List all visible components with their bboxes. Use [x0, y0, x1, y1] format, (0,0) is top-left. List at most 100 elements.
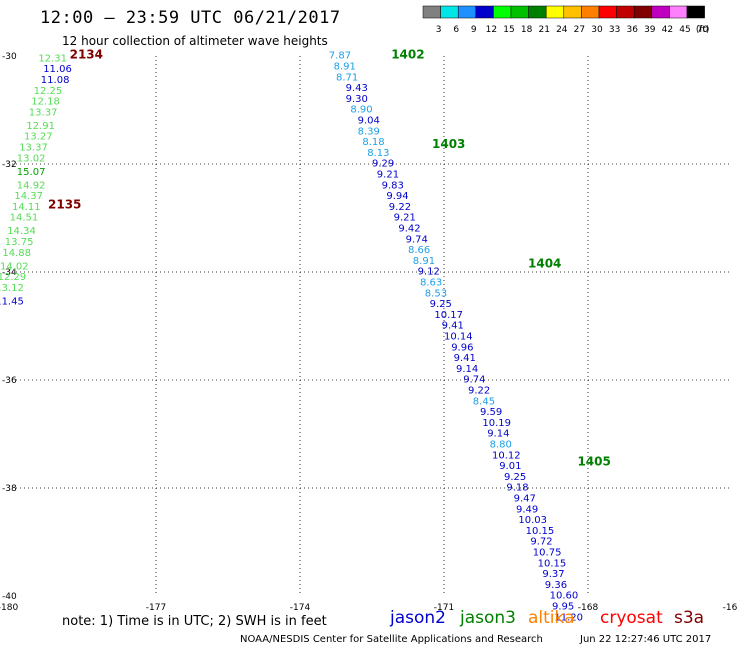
legend-label: 6: [453, 25, 459, 35]
color-legend: 3 6 9 12 15 18 21 24 27 30 33 36 39 42 45 70(ft): [422, 5, 710, 35]
legend-label: 36: [626, 25, 638, 35]
wave-height-value: 14.34: [7, 226, 36, 237]
wave-height-value: 9.22: [389, 202, 411, 213]
wave-height-value: 12.25: [34, 86, 63, 97]
legend-label: 45: [679, 25, 690, 35]
legend-label: 33: [609, 25, 620, 35]
wave-height-value: 9.47: [514, 494, 536, 505]
wave-height-value: 8.91: [413, 256, 435, 267]
wave-height-value: 13.75: [5, 237, 34, 248]
pass-label: 2134: [70, 48, 103, 62]
y-tick-label: -36: [2, 376, 17, 386]
wave-height-value: 9.41: [454, 353, 476, 364]
wave-height-value: 9.43: [346, 83, 368, 94]
wave-height-value: 9.12: [418, 267, 440, 278]
wave-height-value: 9.01: [499, 461, 521, 472]
legend-swatch: [581, 5, 600, 19]
wave-height-value: 12.91: [26, 121, 55, 132]
legend-label: 21: [538, 25, 549, 35]
wave-height-value: 15.07: [17, 167, 46, 178]
wave-height-value: 10.19: [482, 418, 511, 429]
legend-swatch: [440, 5, 459, 19]
wave-height-value: 11.08: [41, 75, 70, 86]
wave-height-value: 8.13: [367, 148, 389, 159]
wave-height-value: 11.06: [43, 64, 72, 75]
legend-label: 12: [486, 25, 497, 35]
wave-height-value: 11.45: [0, 296, 24, 307]
legend-label: 70: [697, 25, 709, 35]
legend-swatch: [616, 5, 635, 19]
legend-swatch: [669, 5, 688, 19]
wave-height-value: 10.14: [444, 332, 473, 343]
wave-height-value: 9.14: [487, 429, 509, 440]
legend-swatch: [651, 5, 670, 19]
wave-height-value: 8.80: [490, 440, 512, 451]
wave-height-value: 14.37: [14, 191, 43, 202]
legend-swatch: [598, 5, 617, 19]
legend-swatch: [545, 5, 565, 19]
legend-swatch: [457, 5, 477, 19]
wave-height-value: 8.45: [473, 396, 495, 407]
wave-height-value: 10.60: [550, 591, 579, 602]
wave-height-value: 13.37: [19, 143, 48, 154]
wave-height-value: 9.72: [530, 537, 552, 548]
x-tick-label: -168: [578, 603, 599, 613]
wave-height-value: 9.04: [358, 116, 380, 127]
wave-height-value: 14.92: [17, 180, 46, 191]
wave-height-value: 12.18: [31, 97, 60, 108]
legend-swatch: [475, 5, 494, 19]
sat-cryosat-label: cryosat: [600, 608, 663, 628]
wave-height-value: 8.71: [336, 72, 358, 83]
legend-swatch: [528, 5, 547, 19]
pass-label: 1402: [391, 48, 424, 62]
wave-height-value: 9.96: [451, 342, 473, 353]
x-tick-label: -177: [146, 603, 166, 613]
wave-height-value: 9.25: [430, 299, 452, 310]
wave-height-value: 8.66: [408, 245, 430, 256]
legend-unit: (ft): [696, 25, 710, 35]
y-tick-label: -32: [2, 160, 17, 170]
wave-height-value: 14.51: [10, 213, 39, 224]
wave-height-value: 9.74: [406, 234, 428, 245]
pass-label: 1405: [577, 454, 610, 468]
wave-height-value: 9.21: [394, 213, 416, 224]
legend-label: 30: [591, 25, 603, 35]
chart-title: 12:00 – 23:59 UTC 06/21/2017: [40, 8, 341, 28]
wave-height-value: 9.59: [480, 407, 502, 418]
wave-height-value: 7.87: [329, 51, 351, 62]
wave-height-value: 9.94: [386, 191, 408, 202]
sat-jason3-label: jason3: [460, 608, 516, 628]
legend-swatch: [422, 5, 441, 19]
wave-height-value: 8.90: [350, 105, 372, 116]
chart-subtitle: 12 hour collection of altimeter wave hei…: [62, 34, 328, 48]
legend-label: 39: [644, 25, 656, 35]
legend-swatch: [686, 5, 705, 19]
wave-height-value: 12.29: [0, 272, 26, 283]
wave-height-value: 14.88: [2, 248, 31, 259]
legend-label: 42: [662, 25, 673, 35]
wave-height-value: 10.03: [518, 515, 547, 526]
wave-height-value: 9.83: [382, 180, 404, 191]
sat-s3a-label: s3a: [674, 608, 705, 628]
legend-label: 18: [521, 25, 533, 35]
wave-height-value: 9.21: [377, 170, 399, 181]
wave-height-value: 9.18: [506, 483, 528, 494]
legend-label: 24: [556, 25, 568, 35]
wave-height-value: 14.02: [0, 261, 29, 272]
legend-swatch: [633, 5, 653, 19]
wave-height-value: 10.15: [526, 526, 555, 537]
wave-height-value: 9.14: [456, 364, 478, 375]
footer-credit: NOAA/NESDIS Center for Satellite Applica…: [240, 634, 543, 645]
wave-height-value: 10.17: [434, 310, 463, 321]
wave-height-value: 8.91: [334, 62, 356, 73]
legend-label: 15: [503, 25, 514, 35]
wave-height-value: 9.42: [398, 224, 420, 235]
x-tick-label: -174: [290, 603, 311, 613]
pass-label: 1404: [528, 257, 561, 271]
y-tick-label: -34: [2, 268, 17, 278]
sat-altika-label: altika: [528, 608, 575, 628]
legend-label: 9: [471, 25, 477, 35]
wave-height-value: 14.11: [12, 202, 41, 213]
legend-swatch: [510, 5, 529, 19]
